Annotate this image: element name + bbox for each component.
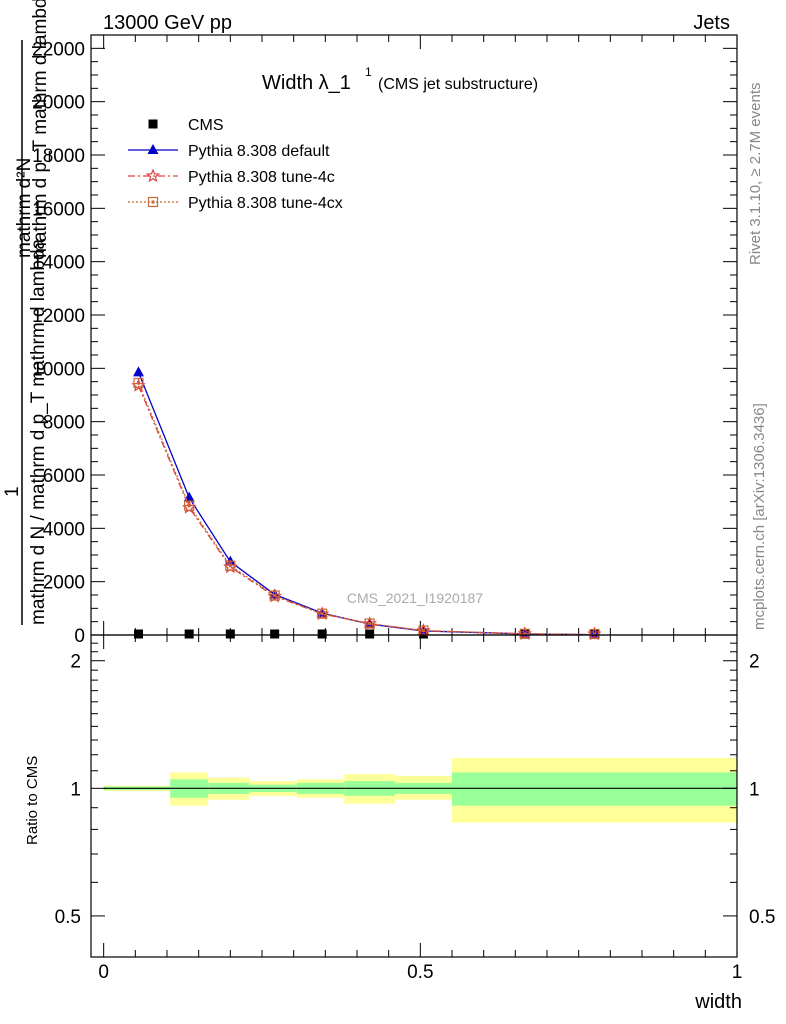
main-y-axis: 0 2000 4000 6000 8000 10000 12000 14000 16000 180…: [32, 34, 738, 647]
legend-entry: CMS: [148, 117, 224, 134]
legend-marker: [148, 119, 158, 129]
ratio-plot-frame: [90, 634, 738, 958]
legend-marker: [147, 144, 159, 154]
main-y-tick-label: 10000: [32, 359, 85, 380]
data-point-center: [593, 632, 596, 636]
series-line: [137, 385, 595, 636]
jets-label: Jets: [693, 12, 730, 34]
main-y-tick-label: 8000: [43, 413, 85, 434]
data-point: [317, 629, 327, 639]
main-y-tick-label: 14000: [32, 253, 85, 274]
data-point: [184, 500, 195, 511]
plot-title-main: Width λ_1: [262, 72, 351, 94]
main-y-tick-label: 0: [74, 626, 85, 647]
ratio-y-tick-label: 0.5: [55, 907, 81, 928]
main-y-label: mathrm d²N mathrm d p_T mathrm d lambda …: [2, 0, 51, 625]
y-label-bottom-den: mathrm d N / mathrm d p_T mathrm d lambd…: [28, 238, 49, 625]
y-label-top: mathrm d²N: [14, 158, 35, 258]
legend-label: CMS: [188, 117, 224, 134]
ratio-frame-rect: [90, 634, 738, 958]
legend-entry: Pythia 8.308 default: [128, 143, 330, 160]
plot-title-sup: 1: [365, 65, 372, 79]
plot-title: Width λ_1 1 (CMS jet substructure): [262, 65, 538, 94]
legend-label: Pythia 8.308 tune-4c: [188, 169, 335, 186]
main-y-tick-label: 20000: [32, 93, 85, 114]
data-point: [364, 618, 375, 629]
data-point: [269, 590, 280, 601]
mcplots-label: mcplots.cern.ch [arXiv:1306.3436]: [751, 403, 768, 630]
ratio-y-label: Ratio to CMS: [24, 756, 41, 845]
data-point-center: [523, 632, 527, 636]
x-axis-label: width: [694, 991, 742, 1013]
x-tick-label: 0: [98, 962, 109, 983]
legend-label: Pythia 8.308 default: [188, 143, 330, 160]
y-label-bottom-num: 1: [2, 486, 23, 497]
data-point: [519, 628, 530, 639]
ratio-y-tick-label-right: 0.5: [749, 907, 775, 928]
main-y-tick-label: 18000: [32, 146, 85, 167]
main-y-tick-label: 2000: [43, 573, 85, 594]
legend-label: Pythia 8.308 tune-4cx: [188, 195, 343, 212]
data-point: [133, 366, 144, 377]
data-point-center: [320, 612, 324, 616]
x-tick-label: 1: [732, 962, 743, 983]
legend: CMS Pythia 8.308 default Pythia 8.308 tune…: [128, 117, 343, 212]
data-point: [365, 629, 375, 639]
ratio-y-tick-label-right: 1: [749, 779, 760, 800]
main-y-tick-label: 6000: [43, 466, 85, 487]
series-3: [133, 377, 600, 640]
legend-entry: Pythia 8.308 tune-4c: [128, 168, 335, 186]
legend-marker-center: [151, 200, 155, 204]
data-point: [225, 560, 236, 571]
ratio-y-tick-label: 2: [70, 652, 81, 673]
main-y-tick-label: 12000: [32, 306, 85, 327]
rivet-label: Rivet 3.1.10, ≥ 2.7M events: [747, 83, 764, 266]
main-y-tick-label: 4000: [43, 519, 85, 540]
data-point: [184, 629, 194, 639]
data-point-center: [422, 629, 425, 633]
data-point: [133, 377, 144, 389]
main-y-tick-label: 16000: [32, 199, 85, 220]
y-label-top-sub: mathrm d p_T mathrm d lambda: [30, 0, 51, 258]
data-point-center: [368, 622, 372, 626]
ratio-inner-band: [452, 772, 737, 806]
analysis-watermark: CMS_2021_I1920187: [347, 590, 483, 606]
legend-marker: [145, 168, 161, 183]
energy-label: 13000 GeV pp: [103, 12, 232, 34]
x-tick-label: 0.5: [407, 962, 433, 983]
main-series: [131, 366, 602, 641]
data-point: [225, 629, 235, 639]
ratio-axes: 0.5 0.5 1 1 2 2 0 0.5 1: [55, 635, 775, 983]
data-point-center: [187, 504, 191, 508]
legend-marker: [147, 196, 159, 208]
legend-entry: Pythia 8.308 tune-4cx: [128, 195, 343, 212]
data-point: [134, 629, 143, 639]
ratio-y-tick-label-right: 2: [749, 652, 760, 673]
data-point-center: [228, 564, 232, 568]
ratio-y-tick-label: 1: [70, 779, 81, 800]
main-y-tick-label: 22000: [32, 39, 85, 60]
ratio-bands: [103, 757, 737, 823]
data-point: [270, 629, 280, 639]
data-point-center: [273, 594, 277, 598]
data-point: [589, 628, 600, 640]
data-point-center: [137, 381, 140, 385]
data-point: [317, 608, 328, 619]
plot-subtitle: (CMS jet substructure): [378, 76, 538, 93]
